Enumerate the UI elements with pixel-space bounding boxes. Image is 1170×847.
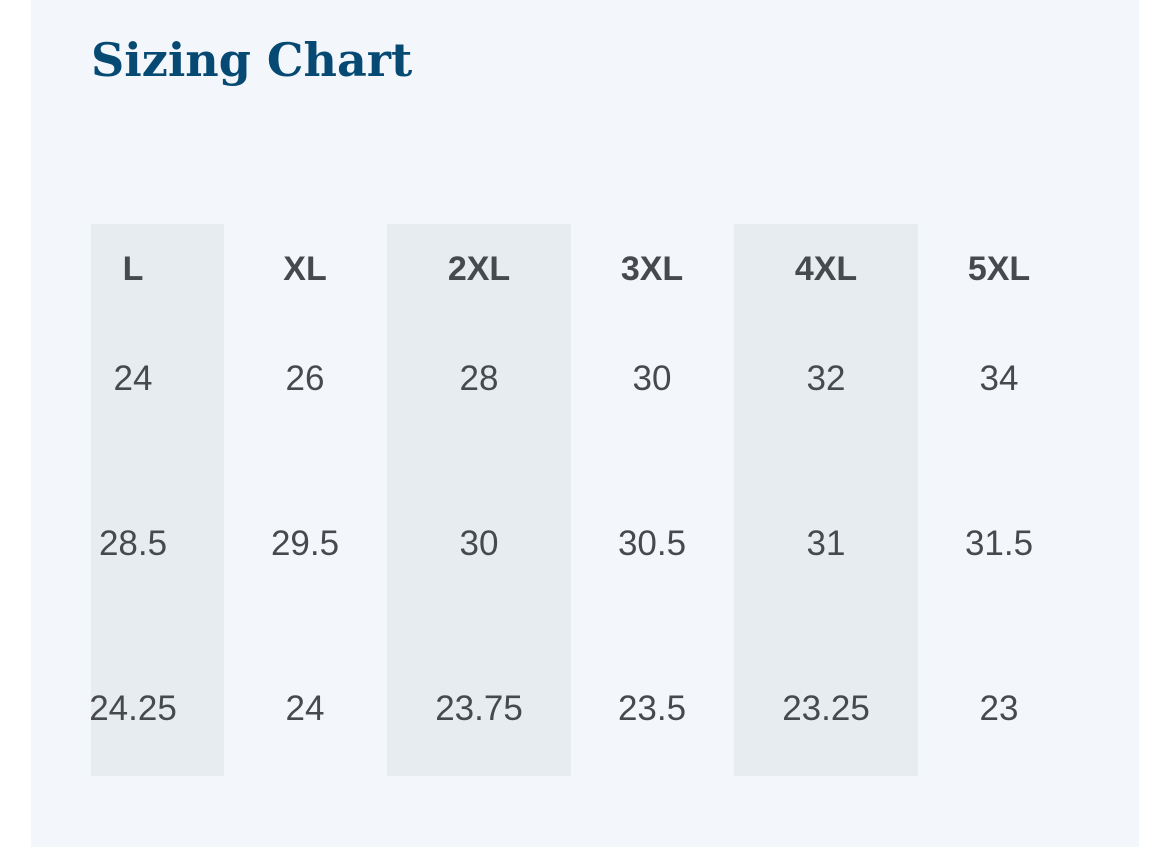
table-cell: 30 [632, 359, 672, 398]
table-cell: 24 [285, 689, 325, 728]
table-cell: 28 [459, 359, 499, 398]
table-cell: 23 [979, 689, 1019, 728]
size-header-2xl: 2XL [447, 250, 511, 288]
size-column-l: L 24 28.5 24.25 [91, 224, 224, 776]
table-cell: 23.25 [782, 689, 870, 728]
size-header-l: L [122, 250, 144, 288]
shaded-column-4xl [734, 224, 918, 776]
size-header-xl: XL [283, 250, 327, 288]
size-header-3xl: 3XL [620, 250, 684, 288]
table-cell: 23.75 [435, 689, 523, 728]
page-title: Sizing Chart [91, 33, 413, 87]
table-cell: 31 [806, 524, 846, 563]
table-cell: 26 [285, 359, 325, 398]
table-cell: 24.25 [91, 689, 177, 728]
table-cell: 29.5 [270, 524, 340, 563]
table-cell: 31.5 [964, 524, 1034, 563]
size-header-5xl: 5XL [967, 250, 1031, 288]
table-cell: 30 [459, 524, 499, 563]
table-cell: 23.5 [617, 689, 687, 728]
table-cell: 30.5 [617, 524, 687, 563]
shaded-column-l [91, 224, 224, 776]
table-cell: 24 [113, 359, 153, 398]
table-cell: 32 [806, 359, 846, 398]
size-header-4xl: 4XL [794, 250, 858, 288]
shaded-column-2xl [387, 224, 571, 776]
table-cell: 34 [979, 359, 1019, 398]
table-cell: 28.5 [98, 524, 168, 563]
